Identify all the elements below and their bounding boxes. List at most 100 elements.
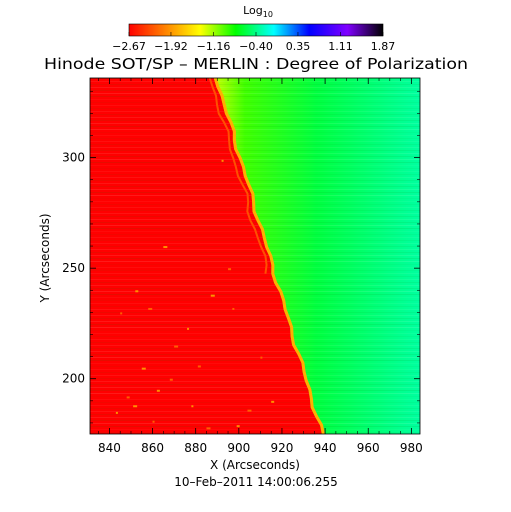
x-tick-label: 980 xyxy=(400,441,423,455)
streak xyxy=(90,225,420,226)
streak xyxy=(90,255,420,256)
streak xyxy=(90,288,420,289)
streak xyxy=(90,144,420,145)
streak xyxy=(90,258,420,259)
streak xyxy=(90,405,420,406)
streak xyxy=(90,273,420,274)
streak xyxy=(90,267,420,268)
streak xyxy=(90,90,420,91)
streak xyxy=(90,387,420,388)
colorbar-label: Log10 xyxy=(243,4,273,19)
streak xyxy=(90,198,420,199)
streak xyxy=(90,381,420,382)
bright-specks xyxy=(115,159,275,430)
bright-speck xyxy=(141,367,146,370)
streak xyxy=(90,357,420,358)
streak xyxy=(90,168,420,169)
streak xyxy=(90,156,420,157)
streak xyxy=(90,99,420,100)
streak xyxy=(90,297,420,298)
colorbar-tick-label: 0.35 xyxy=(286,40,311,53)
streak xyxy=(90,333,420,334)
streak xyxy=(90,111,420,112)
limb-spicule-band xyxy=(208,78,268,274)
streak xyxy=(90,117,420,118)
bright-speck xyxy=(174,345,179,348)
streak xyxy=(90,84,420,85)
streak xyxy=(90,396,420,397)
streak xyxy=(90,261,420,262)
x-axis-label: X (Arcseconds) xyxy=(210,458,300,472)
streak xyxy=(90,315,420,316)
bright-speck xyxy=(191,405,194,408)
streak xyxy=(90,321,420,322)
streak xyxy=(90,162,420,163)
streak xyxy=(90,189,420,190)
bright-speck xyxy=(152,420,155,423)
disk-region xyxy=(213,78,420,434)
streak xyxy=(90,252,420,253)
bright-speck xyxy=(133,405,138,408)
bright-speck xyxy=(156,389,160,392)
streak xyxy=(90,372,420,373)
streak xyxy=(90,129,420,130)
streak xyxy=(90,306,420,307)
colorbar-tick-label: 1.87 xyxy=(371,40,396,53)
streak xyxy=(90,165,420,166)
streak xyxy=(90,336,420,337)
bright-speck xyxy=(206,427,211,430)
streak xyxy=(90,246,420,247)
streak xyxy=(90,318,420,319)
streak xyxy=(90,342,420,343)
streak xyxy=(90,285,420,286)
streak xyxy=(90,237,420,238)
y-tick-label: 250 xyxy=(62,261,85,275)
bright-speck xyxy=(271,400,275,403)
x-axis: 840 860 880 900 920 940 960 980 xyxy=(98,78,423,455)
streak xyxy=(90,108,420,109)
x-tick-label: 860 xyxy=(141,441,164,455)
streak xyxy=(90,186,420,187)
colorbar-ticks: −2.67 −1.92 −1.16 −0.40 0.35 1.11 1.87 xyxy=(112,32,395,53)
streak xyxy=(90,147,420,148)
streak xyxy=(90,384,420,385)
bright-speck xyxy=(120,312,123,315)
x-tick-label: 880 xyxy=(184,441,207,455)
y-tick-label: 200 xyxy=(62,372,85,386)
streak xyxy=(90,378,420,379)
bright-speck xyxy=(115,411,118,414)
streak xyxy=(90,87,420,88)
streak xyxy=(90,276,420,277)
bright-speck xyxy=(148,307,153,310)
bright-speck xyxy=(232,307,235,310)
streak xyxy=(90,423,420,424)
colorbar-tick-label: −1.92 xyxy=(154,40,188,53)
streak xyxy=(90,120,420,121)
plot-frame xyxy=(89,77,421,435)
streak xyxy=(90,345,420,346)
streak xyxy=(90,132,420,133)
streak xyxy=(90,240,420,241)
x-tick-label: 960 xyxy=(357,441,380,455)
streak xyxy=(90,174,420,175)
streak xyxy=(90,351,420,352)
streak xyxy=(90,264,420,265)
streak xyxy=(90,123,420,124)
streak xyxy=(90,330,420,331)
streak xyxy=(90,399,420,400)
streak xyxy=(90,249,420,250)
streak xyxy=(90,411,420,412)
streak xyxy=(90,138,420,139)
streak xyxy=(90,270,420,271)
bright-speck xyxy=(197,365,201,368)
streak xyxy=(90,360,420,361)
streak xyxy=(90,93,420,94)
streak xyxy=(90,192,420,193)
streak xyxy=(90,183,420,184)
streak xyxy=(90,135,420,136)
streak xyxy=(90,309,420,310)
bright-speck xyxy=(247,409,252,412)
x-tick-label: 900 xyxy=(227,441,250,455)
streak xyxy=(90,102,420,103)
bright-speck xyxy=(163,246,168,249)
